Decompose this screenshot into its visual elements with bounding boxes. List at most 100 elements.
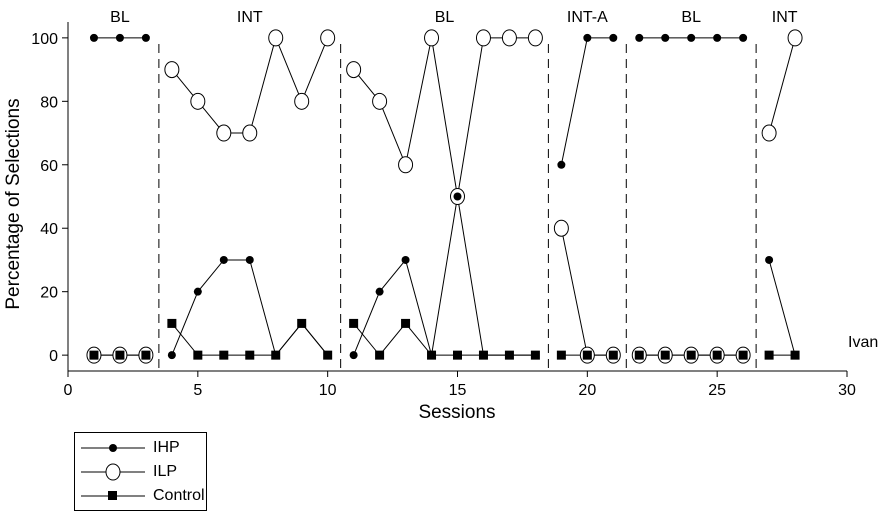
legend-marker-ihp — [81, 444, 145, 452]
data-point — [761, 124, 777, 142]
data-point — [375, 287, 384, 296]
data-point — [242, 124, 258, 142]
legend-item-ihp: IHP — [75, 437, 206, 459]
axes: 0 20 40 60 80 100 0 5 10 15 20 25 30 — [31, 22, 856, 399]
data-point — [686, 350, 696, 360]
data-point — [372, 92, 388, 110]
data-point — [634, 350, 644, 360]
legend-label-ihp: IHP — [153, 439, 180, 456]
series-line — [171, 259, 329, 357]
legend-marker-control — [81, 491, 145, 500]
x-tick-label: 25 — [708, 382, 726, 399]
data-point — [635, 33, 644, 42]
series-line — [353, 196, 536, 356]
data-point — [401, 318, 411, 328]
phase-label: BL — [435, 9, 455, 26]
data-point — [190, 92, 206, 110]
data-point — [401, 255, 410, 264]
phase-label: BL — [681, 9, 701, 26]
series-line — [353, 37, 536, 197]
data-point — [193, 350, 203, 360]
data-point — [738, 350, 748, 360]
series-ilp — [93, 36, 796, 356]
y-tick-label: 0 — [49, 348, 58, 365]
x-tick-label: 30 — [838, 382, 856, 399]
series-line — [560, 228, 614, 356]
data-point — [375, 350, 385, 360]
x-tick-label: 0 — [64, 382, 73, 399]
data-point — [323, 350, 333, 360]
data-point — [427, 350, 437, 360]
data-point — [167, 351, 176, 360]
data-point — [527, 29, 543, 47]
series-line — [171, 36, 329, 134]
data-point — [608, 350, 618, 360]
data-point — [141, 350, 151, 360]
data-point — [557, 160, 566, 169]
series-ihp — [93, 37, 796, 357]
series-layer — [86, 29, 803, 364]
series-line — [768, 259, 796, 356]
data-point — [193, 287, 202, 296]
legend-label-ilp: ILP — [153, 463, 178, 480]
phase-label: INT — [772, 9, 798, 26]
phase-label: BL — [110, 9, 130, 26]
data-point — [164, 61, 180, 79]
data-point — [349, 318, 359, 328]
x-tick-label: 15 — [449, 382, 467, 399]
data-point — [89, 350, 99, 360]
x-tick-label: 20 — [578, 382, 596, 399]
data-point — [346, 61, 362, 79]
data-point — [115, 350, 125, 360]
x-tick-label: 5 — [193, 382, 202, 399]
data-point — [787, 29, 803, 47]
participant-label: Ivan — [848, 334, 878, 351]
legend-marker-ilp — [81, 463, 145, 481]
data-point — [216, 124, 232, 142]
data-point — [424, 29, 440, 47]
phase-label: INT-A — [567, 9, 608, 26]
data-point — [453, 350, 462, 360]
data-point — [501, 29, 517, 47]
y-tick-label: 40 — [40, 221, 58, 238]
data-point — [297, 318, 307, 328]
markers-ihp — [89, 33, 800, 360]
data-point — [219, 255, 228, 264]
data-point — [530, 350, 540, 360]
y-axis-label: Percentage of Selections — [3, 98, 24, 309]
data-point — [398, 156, 414, 174]
data-point — [687, 33, 696, 42]
data-point — [790, 350, 800, 360]
data-point — [453, 192, 462, 201]
legend: IHP ILP Control — [74, 432, 207, 511]
data-point — [89, 33, 98, 42]
legend-label-control: Control — [153, 487, 205, 504]
x-axis-label: Sessions — [418, 402, 495, 423]
data-point — [739, 33, 748, 42]
series-line — [560, 37, 614, 165]
series-line — [768, 37, 796, 134]
data-point — [219, 350, 229, 360]
data-point — [245, 350, 255, 360]
data-point — [504, 350, 514, 360]
data-point — [553, 219, 569, 237]
markers-control — [89, 318, 800, 360]
legend-item-ilp: ILP — [75, 461, 206, 483]
y-tick-label: 20 — [40, 285, 58, 302]
phase-labels: BL INT BL INT-A BL INT — [110, 9, 798, 26]
data-point — [268, 29, 284, 47]
data-point — [712, 350, 722, 360]
data-point — [478, 350, 488, 360]
legend-item-control: Control — [75, 485, 206, 507]
data-point — [582, 350, 592, 360]
data-point — [294, 92, 310, 110]
data-point — [764, 350, 774, 360]
data-point — [320, 29, 336, 47]
data-point — [271, 350, 281, 360]
phase-change-lines — [158, 44, 757, 371]
series-line — [353, 322, 536, 356]
data-point — [167, 318, 177, 328]
data-point — [556, 350, 566, 360]
data-point — [349, 351, 358, 360]
markers-ilp — [86, 29, 803, 364]
